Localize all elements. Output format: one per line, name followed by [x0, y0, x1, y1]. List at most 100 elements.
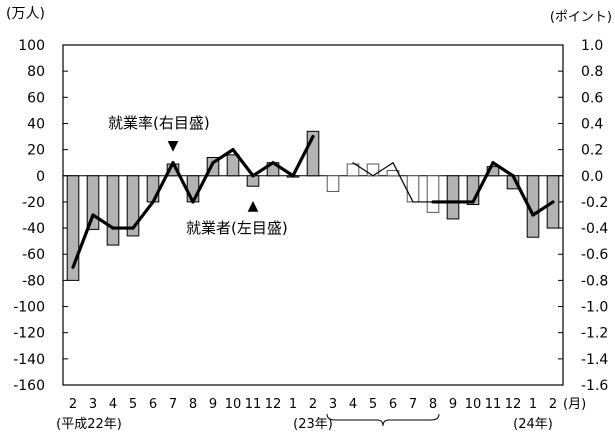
annotation-rate-marker: ▼ [168, 138, 179, 154]
rate-line-segment [211, 148, 235, 165]
x-tick-label: 1 [529, 397, 537, 412]
right-tick-label: -0.8 [581, 273, 608, 289]
rate-line-segment [491, 161, 515, 178]
left-tick-label: 40 [27, 116, 45, 132]
x-tick-label: 8 [429, 397, 437, 412]
x-tick-label: 6 [149, 397, 157, 412]
bar-employed [306, 130, 320, 177]
right-tick-label: -1.2 [581, 326, 608, 342]
plot-frame [62, 44, 564, 386]
rate-line-segment [511, 174, 535, 217]
bar-employed [426, 175, 440, 213]
bar-employed [206, 156, 220, 177]
x-tick-label: 10 [225, 397, 242, 412]
rate-line-segment [291, 134, 315, 178]
x-tick-label: 11 [485, 397, 502, 412]
x-tick-label: 9 [449, 397, 457, 412]
rate-line-segment [171, 161, 195, 204]
left-tick-label: -20 [22, 195, 45, 211]
left-tick-label: -40 [22, 221, 45, 237]
right-tick-label: -1.4 [581, 352, 608, 368]
rate-line-segment [231, 148, 255, 178]
right-tick-label: 0.6 [581, 90, 603, 106]
left-tick-label: 60 [27, 90, 45, 106]
left-tick-label: 80 [27, 64, 45, 80]
bar-employed [106, 175, 120, 246]
x-tick-label: 2 [69, 397, 77, 412]
left-tick-label: -120 [13, 326, 45, 342]
x-tick-label: 7 [409, 397, 417, 412]
x-tick-label: 4 [109, 397, 117, 412]
rate-line-segment [71, 213, 95, 269]
bar-employed [346, 163, 360, 177]
year-label: (24年) [513, 417, 553, 432]
year-label: (23年) [293, 417, 333, 432]
rate-line-segment [271, 161, 295, 178]
annotation-employed-label: 就業者(左目盛) [186, 219, 288, 237]
rate-line-segment [191, 161, 215, 204]
bar-employed [66, 175, 80, 281]
x-tick-label: 9 [209, 397, 217, 412]
right-tick-label: -0.6 [581, 247, 608, 263]
annotations: 就業率(右目盛) ▼ ▲ 就業者(左目盛) [108, 114, 288, 237]
bar-employed [126, 175, 140, 237]
bar-employed [86, 175, 100, 230]
left-tick-label: -60 [22, 247, 45, 263]
x-tick-label: 7 [169, 397, 177, 412]
left-tick-label: -100 [13, 300, 45, 316]
left-tick-label: -80 [22, 273, 45, 289]
rate-line-segment [131, 200, 155, 230]
rate-line-segment [471, 161, 495, 204]
rate-line-segment [352, 162, 374, 177]
right-tick-label: 0.8 [581, 64, 603, 80]
x-axis-unit: (月) [563, 397, 586, 412]
x-tick-label: 4 [349, 397, 357, 412]
x-tick-label: 5 [129, 397, 137, 412]
bar-employed [326, 175, 340, 192]
x-tick-label: 3 [329, 397, 337, 412]
annotation-employed-marker: ▲ [248, 198, 259, 214]
bar-employed [406, 175, 420, 203]
x-tick-label: 12 [505, 397, 522, 412]
right-tick-label: -1.0 [581, 300, 608, 316]
x-tick-label: 6 [389, 397, 397, 412]
left-axis-unit: (万人) [6, 6, 45, 22]
left-tick-label: -140 [13, 352, 45, 368]
rate-line-segment [151, 161, 175, 204]
x-tick-label: 11 [245, 397, 262, 412]
x-tick-labels: 2 3 4 5 6 7 8 9 10 11 12 1 2 3 4 5 6 7 8 9 10 11 12 1 2(平成22年) (2… [56, 397, 557, 432]
bar-employed [366, 163, 380, 177]
bar-employed [446, 175, 460, 220]
right-tick-label: 0.2 [581, 143, 603, 159]
axes-layer: 100 80 60 40 20 0 -20 -40 -60 -80 -100 -120 -140 -160… [13, 38, 608, 394]
left-tick-label: 100 [18, 38, 45, 54]
bar-employed [226, 154, 240, 177]
right-axis-unit: (ポイント) [550, 10, 612, 25]
bar-employed [186, 175, 200, 203]
rate-line-segment [251, 161, 275, 178]
right-tick-label: -1.6 [581, 378, 608, 394]
right-tick-label: -0.4 [581, 221, 608, 237]
employment-rate-line [71, 134, 555, 269]
right-tick-label: 0.0 [581, 169, 603, 185]
right-tick-label: 1.0 [581, 38, 603, 54]
x-tick-label: 10 [465, 397, 482, 412]
x-tick-label: 1 [289, 397, 297, 412]
employed-bars [66, 130, 560, 281]
bar-employed [146, 175, 160, 203]
x-tick-label: 2 [549, 397, 557, 412]
year-label: (平成22年) [56, 417, 122, 432]
x-tick-label: 3 [89, 397, 97, 412]
rate-line-segment [91, 213, 115, 230]
left-tick-label: 0 [36, 169, 45, 185]
x-tick-label: 12 [265, 397, 282, 412]
right-tick-label: 0.4 [581, 116, 603, 132]
left-tick-label: 20 [27, 143, 45, 159]
annotation-rate-label: 就業率(右目盛) [108, 114, 210, 132]
x-tick-label: 2 [309, 397, 317, 412]
rate-line-segment [372, 162, 394, 177]
left-tick-label: -160 [13, 378, 45, 394]
x-tick-label: 8 [189, 397, 197, 412]
hollow-period-brace [326, 413, 440, 427]
